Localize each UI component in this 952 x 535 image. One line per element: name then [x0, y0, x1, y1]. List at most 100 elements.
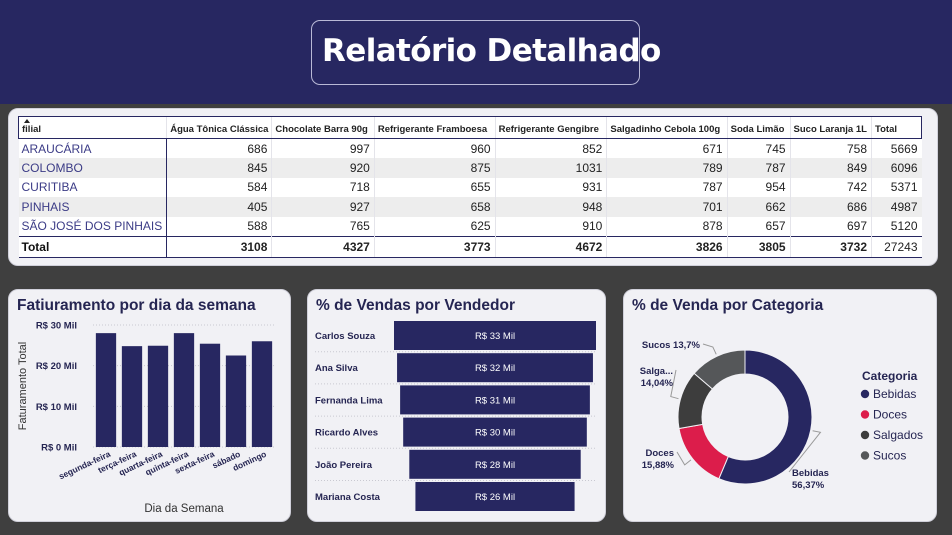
- legend-marker-Bebidas: [860, 389, 870, 399]
- donut-slice-Sucos: [693, 349, 746, 390]
- funnel-bar-Ricardo Alves: [403, 417, 587, 447]
- table-cell: 662: [726, 197, 791, 217]
- total-cell: 3805: [726, 235, 791, 258]
- bar-sábado: [225, 355, 247, 447]
- slice-data-label: 14,04%: [641, 378, 674, 389]
- table-cell: 1031: [494, 158, 607, 178]
- table-cell: 686: [789, 197, 872, 217]
- funnel-value-label: R$ 31 Mil: [475, 395, 515, 406]
- seller-chart-title: % de Vendas por Vendedor: [316, 297, 515, 314]
- bar-terça-feira: [121, 346, 143, 447]
- legend-label: Bebidas: [873, 387, 916, 401]
- table-cell: 789: [606, 158, 728, 178]
- funnel-value-label: R$ 32 Mil: [475, 363, 515, 374]
- matrix-panel: filial Água Tônica Clássica Chocolate Barr…: [8, 108, 938, 266]
- table-cell: 997: [271, 138, 375, 158]
- table-header-row: filial Água Tônica Clássica Chocolate Barr…: [17, 116, 922, 139]
- title-box: Relatório Detalhado: [311, 20, 661, 85]
- total-cell: 4672: [494, 235, 607, 258]
- column-header[interactable]: Salgadinho Cebola 100g: [606, 116, 728, 139]
- table-cell: 758: [789, 138, 872, 158]
- category-donut-chart: Bebidas56,37%Doces15,88%Salga...14,04%Su…: [640, 340, 923, 491]
- table-cell: 671: [606, 138, 728, 158]
- column-header[interactable]: Água Tônica Clássica: [166, 116, 272, 139]
- legend-marker-Doces: [860, 410, 870, 419]
- table-cell: 405: [166, 197, 272, 217]
- table-cell: 875: [373, 158, 496, 178]
- slice-data-label: Salga...: [640, 366, 673, 377]
- column-header[interactable]: Refrigerante Framboesa: [373, 116, 496, 139]
- funnel-bar-Carlos Souza: [394, 321, 596, 350]
- funnel-bar-João Pereira: [409, 449, 581, 479]
- seller-label: João Pereira: [315, 460, 373, 471]
- slice-data-label: 15,88%: [642, 460, 675, 471]
- table-cell: 625: [373, 216, 496, 236]
- sales-matrix-table: filial Água Tônica Clássica Chocolate Barr…: [17, 116, 922, 258]
- page-title: Relatório Detalhado: [322, 33, 661, 69]
- donut-slice-Doces: [678, 423, 729, 480]
- weekday-revenue-panel: Fatiuramento por dia da semana R$ 0 Mil R…: [8, 289, 291, 522]
- funnel-value-label: R$ 28 Mil: [475, 460, 515, 471]
- table-cell: 686: [166, 138, 272, 158]
- total-cell: 3108: [166, 235, 272, 258]
- table-cell: 697: [789, 216, 872, 236]
- row-header-filial[interactable]: ARAUCÁRIA: [18, 138, 168, 158]
- table-row: SÃO JOSÉ DOS PINHAIS 588 765 625 910 878 657 69…: [18, 216, 922, 236]
- bar-quinta-feira: [173, 333, 195, 447]
- table-row: CURITIBA 584 718 655 931 787 954 742 5371: [18, 177, 922, 197]
- y-tick-label: R$ 0 Mil: [41, 443, 77, 454]
- column-header[interactable]: Soda Limão: [726, 116, 791, 139]
- row-header-filial[interactable]: COLOMBO: [18, 158, 168, 178]
- table-cell: 701: [606, 197, 728, 217]
- legend-label: Sucos: [873, 449, 906, 463]
- table-cell: 658: [373, 197, 496, 217]
- table-cell: 742: [789, 177, 872, 197]
- row-header-filial[interactable]: CURITIBA: [18, 177, 168, 197]
- seller-panel: % de Vendas por Vendedor Carlos Souza R$ …: [307, 289, 606, 522]
- table-cell: 878: [606, 216, 728, 236]
- table-row: PINHAIS 405 927 658 948 701 662 686 4987: [18, 197, 922, 217]
- total-label: Total: [18, 235, 168, 258]
- table-cell: 4987: [871, 197, 922, 217]
- table-cell: 5120: [871, 216, 922, 236]
- column-header-filial[interactable]: filial: [17, 116, 167, 139]
- table-total-row: Total 3108 4327 3773 4672 3826 3805 3732 27243: [18, 235, 922, 258]
- total-cell: 3732: [789, 235, 872, 258]
- slice-data-label: 56,37%: [792, 480, 825, 491]
- table-cell: 745: [726, 138, 791, 158]
- slice-data-label: Sucos 13,7%: [642, 340, 701, 351]
- table-cell: 787: [606, 177, 728, 197]
- bar-quarta-feira: [147, 345, 169, 447]
- bar-domingo: [251, 341, 273, 447]
- table-cell: 765: [271, 216, 375, 236]
- report-header: Relatório Detalhado: [0, 0, 952, 104]
- table-cell: 948: [494, 197, 607, 217]
- column-header[interactable]: Total: [871, 116, 922, 139]
- leader-line: [702, 343, 717, 355]
- row-header-filial[interactable]: SÃO JOSÉ DOS PINHAIS: [18, 216, 168, 236]
- funnel-bar-Fernanda Lima: [400, 385, 590, 415]
- funnel-bar-Ana Silva: [397, 353, 593, 383]
- column-header[interactable]: Refrigerante Gengibre: [494, 116, 607, 139]
- legend-label: Doces: [873, 408, 907, 422]
- table-cell: 5669: [871, 138, 922, 158]
- funnel-value-label: R$ 30 Mil: [475, 428, 515, 439]
- row-header-filial[interactable]: PINHAIS: [18, 197, 168, 217]
- total-cell: 27243: [871, 235, 922, 258]
- seller-label: Carlos Souza: [315, 331, 376, 342]
- funnel-bar-Mariana Costa: [415, 482, 575, 511]
- table-cell: 5371: [871, 177, 922, 197]
- total-cell: 4327: [271, 235, 375, 258]
- sort-ascending-icon[interactable]: [24, 119, 30, 123]
- table-cell: 6096: [871, 158, 922, 178]
- y-tick-label: R$ 20 Mil: [36, 361, 77, 372]
- table-cell: 852: [494, 138, 607, 158]
- table-cell: 655: [373, 177, 496, 197]
- table-cell: 927: [271, 197, 375, 217]
- column-header[interactable]: Chocolate Barra 90g: [271, 116, 375, 139]
- column-header[interactable]: Suco Laranja 1L: [789, 116, 872, 139]
- slice-data-label: Doces: [645, 448, 674, 459]
- table-cell: 718: [271, 177, 375, 197]
- table-cell: 960: [373, 138, 496, 158]
- seller-label: Ricardo Alves: [315, 428, 378, 439]
